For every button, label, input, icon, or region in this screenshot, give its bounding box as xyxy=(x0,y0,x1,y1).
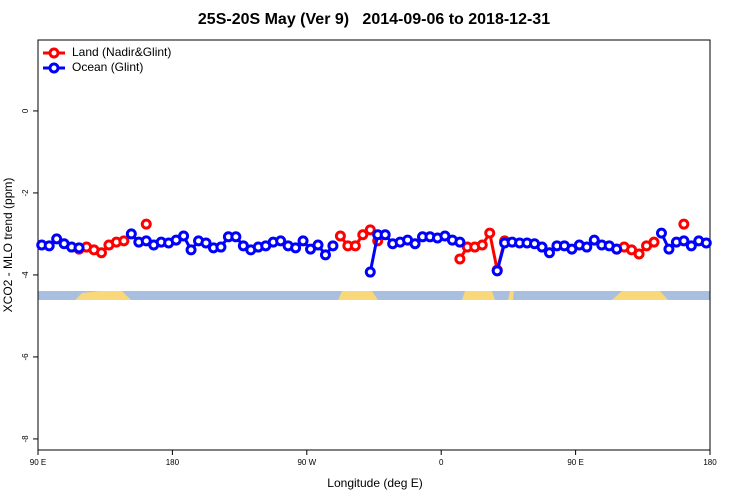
data-point xyxy=(185,244,197,256)
data-point xyxy=(536,241,548,253)
data-point xyxy=(491,265,503,277)
x-tick-label: 180 xyxy=(166,458,180,467)
legend-marker xyxy=(48,62,60,74)
y-tick-label: -8 xyxy=(21,435,30,443)
x-axis-label: Longitude (deg E) xyxy=(327,476,422,490)
land-shape xyxy=(338,291,378,300)
data-point xyxy=(290,242,302,254)
data-point xyxy=(215,241,227,253)
data-point xyxy=(685,240,697,252)
data-point xyxy=(476,239,488,251)
data-point xyxy=(312,239,324,251)
data-point xyxy=(543,247,555,259)
land-shape xyxy=(508,291,514,300)
data-point xyxy=(349,240,361,252)
y-tick-label: -2 xyxy=(21,189,30,197)
x-tick-label: 90 E xyxy=(30,458,46,467)
data-point xyxy=(51,233,63,245)
data-point xyxy=(700,237,712,249)
data-point xyxy=(125,228,137,240)
data-point xyxy=(327,240,339,252)
data-point xyxy=(484,227,496,239)
data-point xyxy=(454,253,466,265)
data-point xyxy=(334,230,346,242)
land-shape xyxy=(75,291,131,300)
data-point xyxy=(655,227,667,239)
data-point xyxy=(319,249,331,261)
data-point xyxy=(588,234,600,246)
data-point xyxy=(43,240,55,252)
data-point xyxy=(581,241,593,253)
legend-label: Ocean (Glint) xyxy=(72,60,143,74)
data-point xyxy=(663,243,675,255)
legend-marker xyxy=(48,47,60,59)
data-point xyxy=(454,236,466,248)
data-point xyxy=(379,229,391,241)
y-tick-label: 0 xyxy=(21,108,30,113)
data-point xyxy=(678,235,690,247)
legend-label: Land (Nadir&Glint) xyxy=(72,45,171,59)
data-point xyxy=(200,237,212,249)
x-tick-label: 90 W xyxy=(297,458,316,467)
data-point xyxy=(178,230,190,242)
land-shape xyxy=(612,291,668,300)
data-point xyxy=(678,218,690,230)
y-tick-label: -6 xyxy=(21,353,30,361)
data-point xyxy=(118,235,130,247)
data-point xyxy=(73,242,85,254)
y-tick-label: -4 xyxy=(21,271,30,279)
data-point xyxy=(633,248,645,260)
chart-title: 25S-20S May (Ver 9) 2014-09-06 to 2018-1… xyxy=(198,11,550,28)
y-axis-label: XCO2 - MLO trend (ppm) xyxy=(1,178,15,313)
land-mask xyxy=(38,291,710,300)
data-point xyxy=(95,247,107,259)
x-tick-label: 180 xyxy=(703,458,717,467)
data-point xyxy=(140,218,152,230)
data-point xyxy=(230,231,242,243)
data-point xyxy=(275,235,287,247)
data-point xyxy=(611,243,623,255)
data-point xyxy=(297,235,309,247)
data-point xyxy=(357,229,369,241)
data-point xyxy=(364,224,376,236)
x-tick-label: 90 E xyxy=(567,458,583,467)
x-tick-label: 0 xyxy=(439,458,444,467)
data-point xyxy=(409,238,421,250)
data-point xyxy=(364,266,376,278)
data-point xyxy=(648,236,660,248)
land-shape xyxy=(462,291,495,300)
